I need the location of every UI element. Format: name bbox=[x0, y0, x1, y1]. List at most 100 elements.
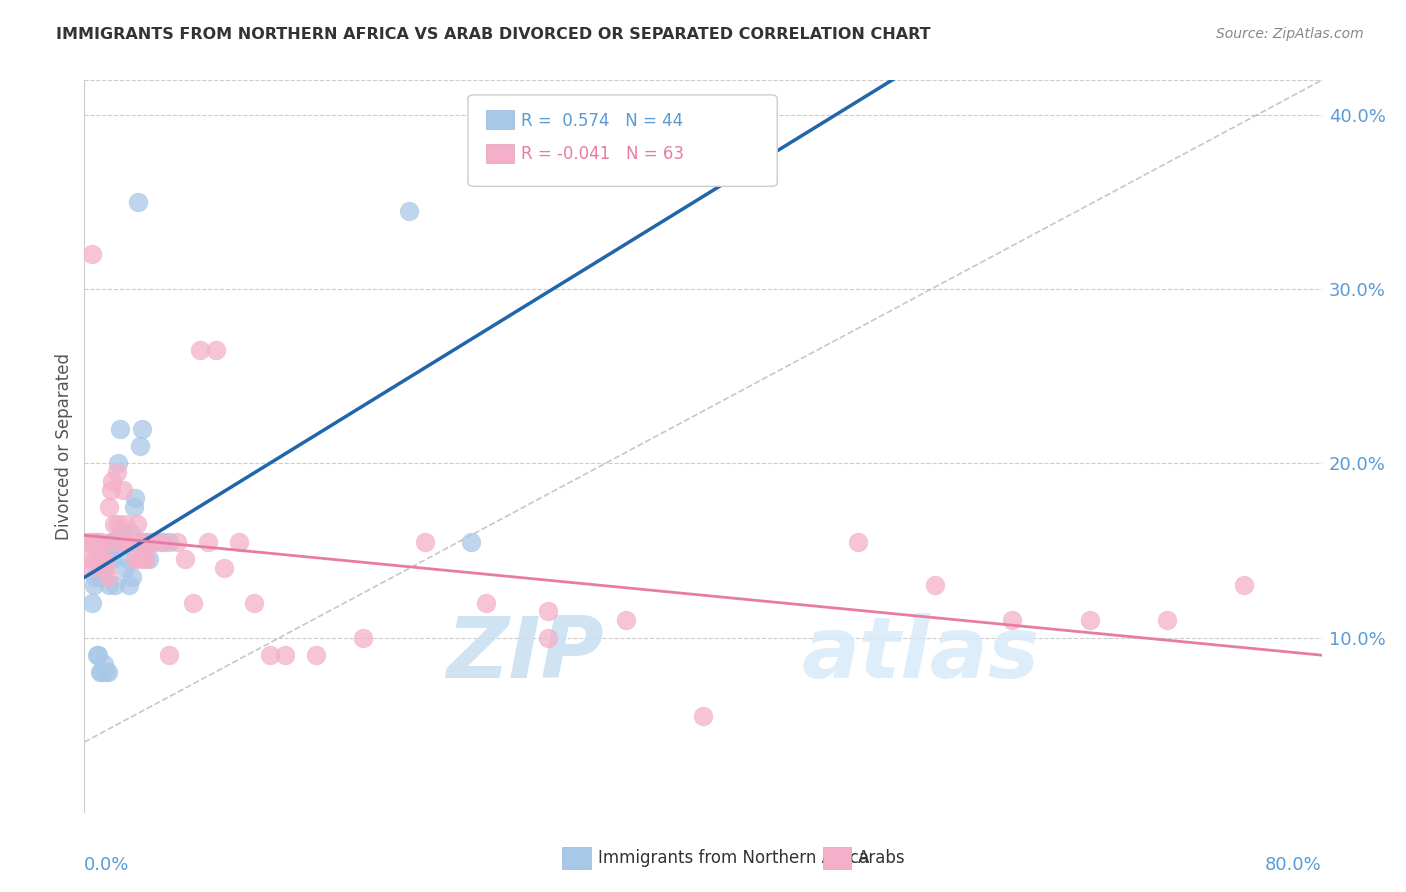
Point bbox=[305, 648, 328, 662]
Text: IMMIGRANTS FROM NORTHERN AFRICA VS ARAB DIVORCED OR SEPARATED CORRELATION CHART: IMMIGRANTS FROM NORTHERN AFRICA VS ARAB … bbox=[56, 27, 931, 42]
Point bbox=[125, 534, 148, 549]
Point bbox=[138, 552, 160, 566]
Point bbox=[112, 534, 135, 549]
Point bbox=[135, 552, 157, 566]
Point bbox=[100, 534, 122, 549]
Point bbox=[159, 534, 180, 549]
Point bbox=[94, 561, 117, 575]
Point bbox=[131, 421, 153, 435]
Point bbox=[82, 596, 104, 610]
Point bbox=[274, 648, 297, 662]
Point bbox=[120, 526, 142, 541]
Text: Arabs: Arabs bbox=[858, 849, 905, 867]
Text: R = -0.041   N = 63: R = -0.041 N = 63 bbox=[522, 145, 685, 163]
Point bbox=[86, 648, 108, 662]
Point bbox=[159, 648, 180, 662]
Text: atlas: atlas bbox=[801, 613, 1040, 696]
Point bbox=[117, 534, 139, 549]
Point bbox=[166, 534, 188, 549]
Point bbox=[84, 569, 107, 583]
Point bbox=[87, 648, 110, 662]
Text: R =  0.574   N = 44: R = 0.574 N = 44 bbox=[522, 112, 683, 129]
Point bbox=[124, 552, 146, 566]
Point bbox=[138, 534, 160, 549]
Point bbox=[118, 578, 141, 592]
Point bbox=[352, 631, 374, 645]
Bar bbox=[486, 110, 513, 129]
Point bbox=[87, 534, 110, 549]
Point bbox=[122, 500, 145, 514]
Point bbox=[125, 517, 148, 532]
Point bbox=[76, 534, 98, 549]
FancyBboxPatch shape bbox=[468, 95, 778, 186]
Point bbox=[143, 534, 166, 549]
Point bbox=[91, 552, 114, 566]
Bar bbox=[486, 144, 513, 163]
Point bbox=[108, 421, 131, 435]
Point bbox=[89, 552, 111, 566]
Point bbox=[121, 569, 143, 583]
Point bbox=[104, 534, 127, 549]
Point bbox=[129, 439, 152, 453]
Point bbox=[114, 561, 136, 575]
Point bbox=[112, 483, 135, 497]
Point bbox=[413, 534, 436, 549]
Point bbox=[122, 534, 145, 549]
Point bbox=[181, 596, 204, 610]
Point bbox=[150, 534, 173, 549]
Point bbox=[110, 534, 132, 549]
Point bbox=[475, 596, 498, 610]
Point bbox=[132, 534, 155, 549]
Point bbox=[132, 552, 155, 566]
Point bbox=[924, 578, 946, 592]
Point bbox=[398, 203, 420, 218]
Point bbox=[127, 534, 149, 549]
Point bbox=[115, 534, 138, 549]
Point bbox=[82, 247, 104, 261]
Point bbox=[143, 534, 166, 549]
Point bbox=[1001, 613, 1024, 627]
Point bbox=[197, 534, 219, 549]
Point bbox=[120, 534, 142, 549]
Point bbox=[212, 561, 235, 575]
Point bbox=[101, 534, 124, 549]
Point bbox=[243, 596, 266, 610]
Point bbox=[82, 534, 104, 549]
Point bbox=[83, 578, 105, 592]
Point bbox=[101, 552, 124, 566]
Point bbox=[135, 534, 157, 549]
Point bbox=[98, 500, 121, 514]
Point bbox=[90, 534, 112, 549]
Point bbox=[103, 517, 125, 532]
Point bbox=[614, 613, 637, 627]
Point bbox=[107, 457, 129, 471]
Point bbox=[127, 195, 149, 210]
Point bbox=[94, 665, 117, 680]
Point bbox=[537, 631, 560, 645]
Point bbox=[110, 526, 132, 541]
Y-axis label: Divorced or Separated: Divorced or Separated bbox=[55, 352, 73, 540]
Point bbox=[90, 665, 112, 680]
Point bbox=[846, 534, 869, 549]
Point bbox=[228, 534, 250, 549]
Point bbox=[79, 561, 101, 575]
Point bbox=[104, 578, 127, 592]
Point bbox=[96, 569, 118, 583]
Point bbox=[98, 578, 121, 592]
Point bbox=[1156, 613, 1178, 627]
Point bbox=[100, 483, 122, 497]
Point bbox=[129, 552, 152, 566]
Point bbox=[93, 657, 115, 671]
Point bbox=[77, 552, 100, 566]
Point bbox=[537, 604, 560, 618]
Point bbox=[1233, 578, 1256, 592]
Point bbox=[117, 552, 139, 566]
Point bbox=[460, 534, 482, 549]
Text: Source: ZipAtlas.com: Source: ZipAtlas.com bbox=[1216, 27, 1364, 41]
Text: 0.0%: 0.0% bbox=[84, 855, 129, 873]
Point bbox=[93, 552, 115, 566]
Point bbox=[259, 648, 281, 662]
Point bbox=[86, 534, 108, 549]
Point bbox=[205, 343, 228, 358]
Point bbox=[692, 709, 714, 723]
